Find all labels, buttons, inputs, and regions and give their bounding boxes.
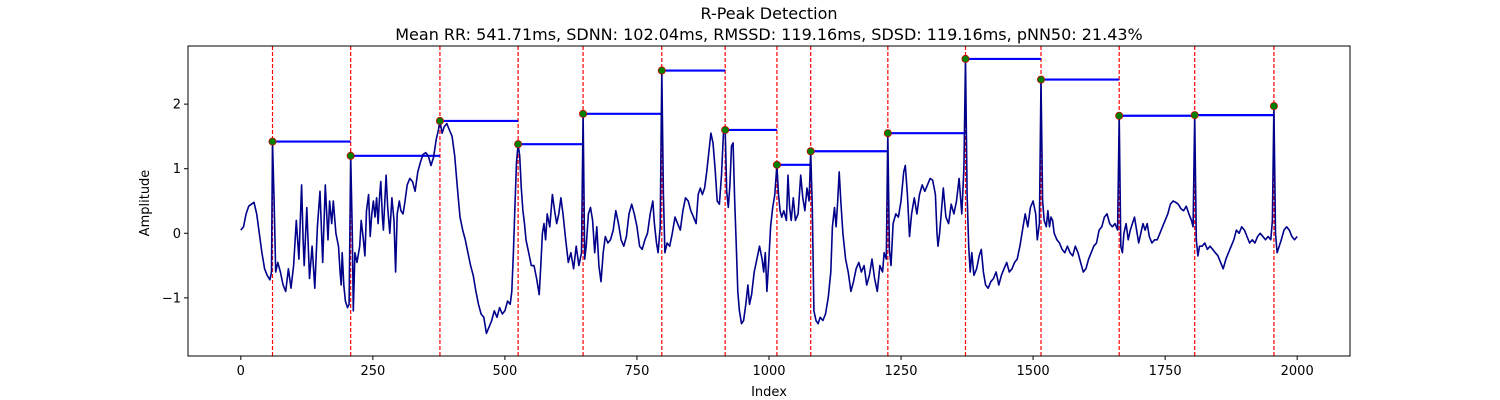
- r-peak-marker-1: [268, 137, 277, 146]
- chart-title: R-Peak Detection: [700, 4, 837, 23]
- x-tick-label-2000: 2000: [1281, 364, 1314, 379]
- r-peak-marker-7: [721, 125, 730, 134]
- x-axis-label: Index: [751, 385, 787, 400]
- x-tick-label-1000: 1000: [752, 364, 785, 379]
- x-tick-label-1500: 1500: [1017, 364, 1050, 379]
- x-tick-label-0: 0: [237, 364, 245, 379]
- r-peak-marker-13: [1115, 111, 1124, 120]
- plot-area: [240, 46, 1298, 356]
- y-tick-label-2: 2: [173, 98, 181, 113]
- r-peak-marker-15: [1269, 102, 1278, 111]
- r-peak-marker-11: [961, 54, 970, 63]
- plot-frame: [187, 45, 1351, 357]
- y-axis-label: Amplitude: [138, 170, 153, 237]
- axes: 0 250 500 750 1000 1250 1500 1750 2000 −1 0 1 2: [162, 45, 1351, 379]
- r-peak-marker-10: [883, 129, 892, 138]
- x-tick-label-1250: 1250: [884, 364, 917, 379]
- r-peak-marker-2: [346, 151, 355, 160]
- r-peak-marker-3: [435, 116, 444, 125]
- ecg-signal-line: [240, 58, 1298, 335]
- r-peak-marker-6: [657, 66, 666, 75]
- x-tick-label-500: 500: [492, 364, 517, 379]
- r-peak-marker-8: [772, 160, 781, 169]
- r-peak-marker-14: [1190, 111, 1199, 120]
- x-tick-label-1750: 1750: [1149, 364, 1182, 379]
- r-peak-marker-5: [579, 109, 588, 118]
- y-tick-label--1: −1: [162, 291, 181, 306]
- plot-content: [240, 46, 1298, 356]
- r-peak-marker-4: [514, 140, 523, 149]
- r-peak-marker-12: [1037, 75, 1046, 84]
- y-tick-label-0: 0: [173, 227, 181, 242]
- y-tick-label-1: 1: [173, 162, 181, 177]
- chart-subtitle: Mean RR: 541.71ms, SDNN: 102.04ms, RMSSD…: [395, 25, 1143, 44]
- r-peak-marker-9: [806, 147, 815, 156]
- x-tick-label-250: 250: [360, 364, 385, 379]
- x-tick-label-750: 750: [625, 364, 650, 379]
